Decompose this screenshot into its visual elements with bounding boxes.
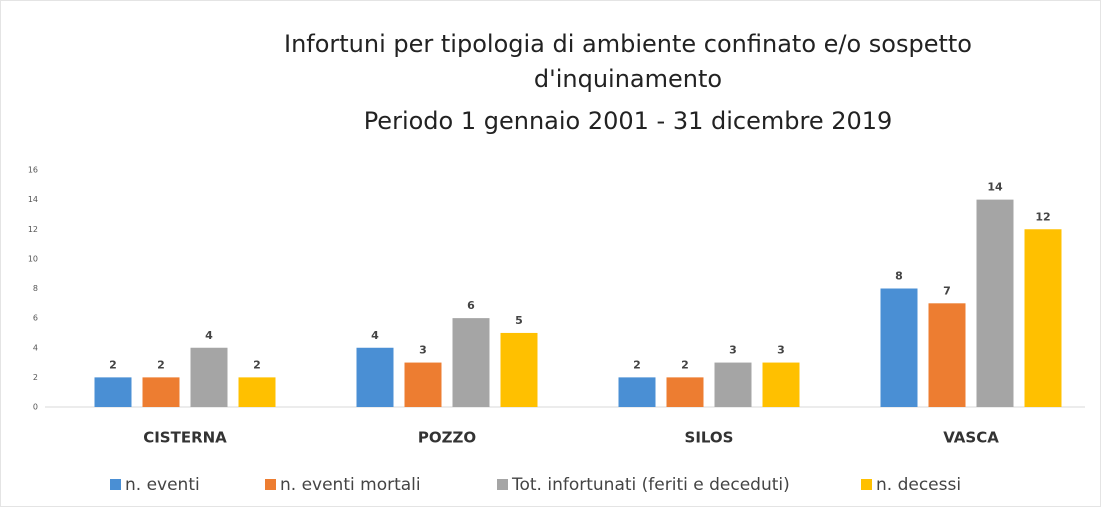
- bar: [142, 377, 180, 407]
- value-label: 4: [205, 329, 213, 342]
- legend-swatch: [861, 479, 872, 490]
- value-label: 4: [371, 329, 379, 342]
- value-label: 6: [467, 299, 475, 312]
- x-tick-label: SILOS: [685, 429, 734, 447]
- bar: [404, 362, 442, 407]
- x-tick-label: POZZO: [418, 429, 476, 447]
- x-tick-label: CISTERNA: [143, 429, 227, 447]
- bar: [666, 377, 704, 407]
- y-tick-label: 14: [28, 195, 38, 204]
- bar: [238, 377, 276, 407]
- value-label: 14: [987, 181, 1003, 194]
- value-label: 2: [109, 358, 117, 371]
- y-tick-label: 10: [28, 254, 38, 263]
- legend-label: Tot. infortunati (feriti e deceduti): [511, 475, 790, 495]
- chart-title: d'inquinamento: [534, 65, 722, 93]
- legend-label: n. eventi: [125, 475, 200, 495]
- y-tick-label: 16: [28, 166, 38, 175]
- bar: [976, 199, 1014, 407]
- bar: [618, 377, 656, 407]
- bar: [714, 362, 752, 407]
- bar: [880, 288, 918, 407]
- value-label: 8: [895, 270, 903, 283]
- chart-subtitle: Periodo 1 gennaio 2001 - 31 dicembre 201…: [364, 107, 893, 135]
- value-label: 5: [515, 314, 523, 327]
- value-label: 12: [1035, 210, 1050, 223]
- x-tick-label: VASCA: [943, 429, 999, 447]
- legend-swatch: [110, 479, 121, 490]
- value-label: 3: [729, 344, 737, 357]
- y-tick-label: 4: [33, 343, 38, 352]
- y-tick-label: 6: [33, 314, 38, 323]
- legend-label: n. decessi: [876, 475, 961, 495]
- y-tick-label: 12: [28, 225, 38, 234]
- value-label: 2: [681, 358, 689, 371]
- bar: [356, 347, 394, 407]
- bar: [762, 362, 800, 407]
- bar: [928, 303, 966, 407]
- y-tick-label: 8: [33, 284, 38, 293]
- bar: [500, 332, 538, 407]
- bar: [1024, 229, 1062, 407]
- bar: [94, 377, 132, 407]
- value-label: 2: [157, 358, 165, 371]
- value-label: 7: [943, 284, 951, 297]
- legend-label: n. eventi mortali: [280, 475, 421, 495]
- legend-swatch: [265, 479, 276, 490]
- bar: [190, 347, 228, 407]
- value-label: 2: [253, 358, 261, 371]
- value-label: 3: [777, 344, 785, 357]
- legend-swatch: [497, 479, 508, 490]
- value-label: 2: [633, 358, 641, 371]
- y-tick-label: 2: [33, 373, 38, 382]
- value-label: 3: [419, 344, 427, 357]
- y-tick-label: 0: [33, 403, 38, 412]
- chart-title: Infortuni per tipologia di ambiente conf…: [284, 30, 972, 58]
- bar: [452, 318, 490, 407]
